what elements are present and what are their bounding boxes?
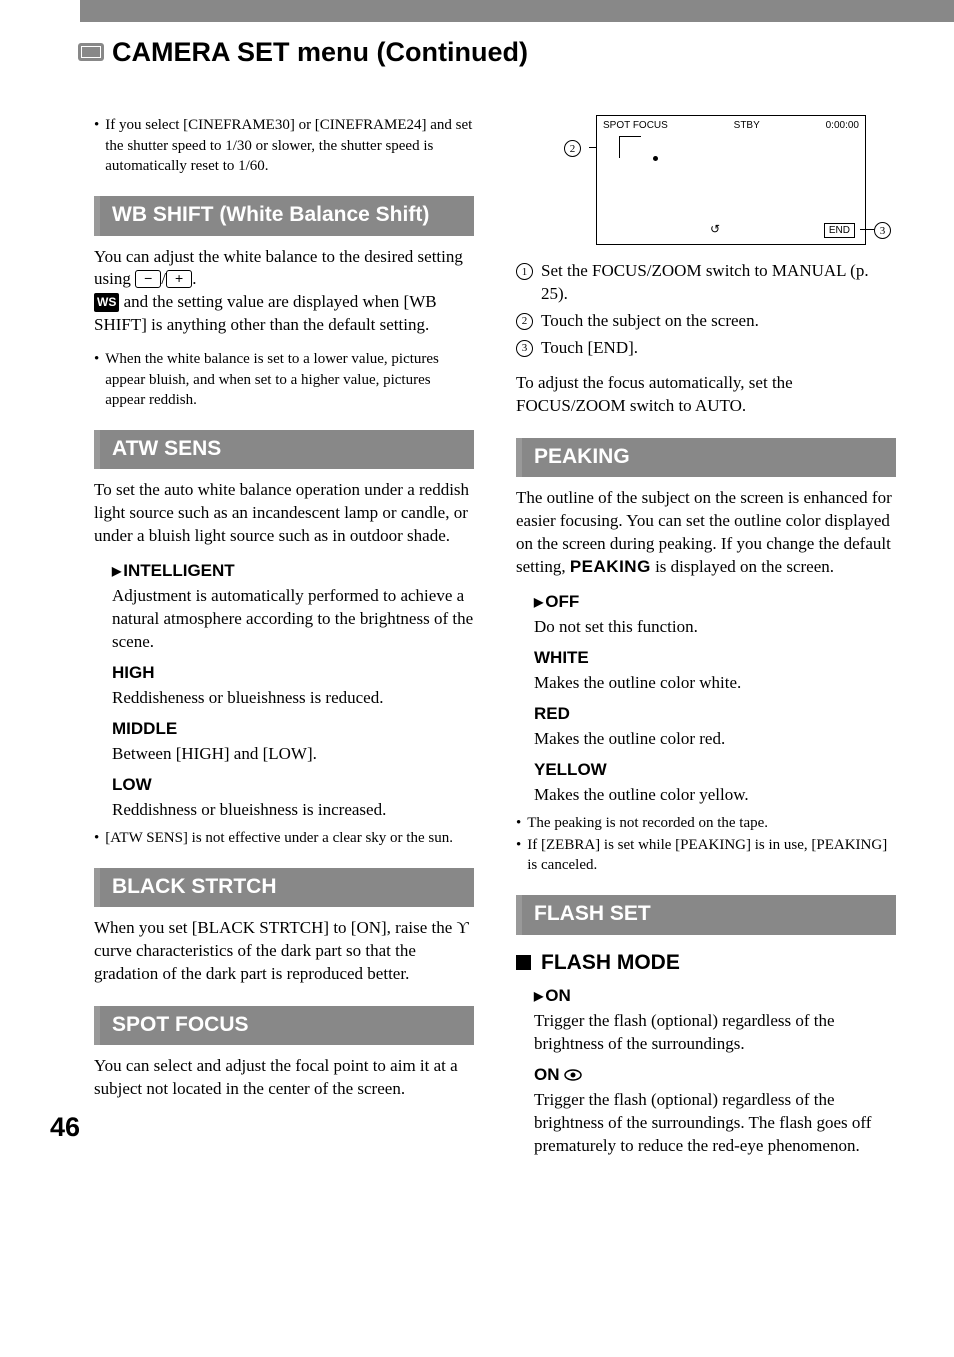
section-flash-set: FLASH SET [516, 895, 896, 934]
wb-shift-note: • When the white balance is set to a low… [94, 349, 474, 410]
opt-low: LOW [112, 774, 474, 797]
section-black-strtch: BLACK STRTCH [94, 868, 474, 907]
page-title-text: CAMERA SET menu (Continued) [112, 34, 528, 70]
peaking-icon: PEAKING [570, 557, 651, 576]
opt-high: HIGH [112, 662, 474, 685]
opt-red-body: Makes the outline color red. [534, 728, 896, 751]
square-bullet-icon [516, 955, 531, 970]
peaking-note-2: •If [ZEBRA] is set while [PEAKING] is in… [516, 835, 896, 876]
atw-note: • [ATW SENS] is not effective under a cl… [94, 828, 474, 848]
page-number: 46 [50, 1109, 80, 1145]
lcd-mode: SPOT FOCUS [603, 119, 668, 133]
spot-focus-diagram: 2 SPOT FOCUS STBY 0:00:00 ↺ END 3 [556, 115, 866, 245]
ws-icon: WS [94, 293, 119, 311]
section-spot-focus: SPOT FOCUS [94, 1006, 474, 1045]
flash-mode-head: FLASH MODE [516, 949, 896, 977]
opt-high-body: Reddisheness or blueishness is reduced. [112, 687, 474, 710]
opt-low-body: Reddishness or blueishness is increased. [112, 799, 474, 822]
return-icon: ↺ [710, 221, 720, 237]
peaking-note-1: •The peaking is not recorded on the tape… [516, 813, 896, 833]
section-atw-sens: ATW SENS [94, 430, 474, 469]
lcd-screen: SPOT FOCUS STBY 0:00:00 ↺ END 3 [596, 115, 866, 245]
spot-focus-steps: 1Set the FOCUS/ZOOM switch to MANUAL (p.… [516, 260, 896, 360]
opt-intelligent-body: Adjustment is automatically performed to… [112, 585, 474, 654]
left-column: • If you select [CINEFRAME30] or [CINEFR… [94, 115, 474, 1163]
section-peaking: PEAKING [516, 438, 896, 477]
opt-middle-body: Between [HIGH] and [LOW]. [112, 743, 474, 766]
step-3: 3Touch [END]. [516, 337, 896, 360]
focus-frame-icon [619, 136, 641, 158]
intro-note: • If you select [CINEFRAME30] or [CINEFR… [94, 115, 474, 176]
camera-set-icon [78, 43, 104, 61]
opt-flash-on-body: Trigger the flash (optional) regardless … [534, 1010, 896, 1056]
spot-focus-body: You can select and adjust the focal poin… [94, 1055, 474, 1101]
opt-intelligent: ▶INTELLIGENT [112, 560, 474, 583]
wb-shift-para: You can adjust the white balance to the … [94, 246, 474, 338]
opt-red: RED [534, 703, 896, 726]
opt-flash-on-redeye-body: Trigger the flash (optional) regardless … [534, 1089, 896, 1158]
step-1: 1Set the FOCUS/ZOOM switch to MANUAL (p.… [516, 260, 896, 306]
lcd-stby: STBY [734, 119, 760, 133]
opt-yellow: YELLOW [534, 759, 896, 782]
opt-flash-on-redeye: ON [534, 1064, 896, 1087]
header-bar [80, 0, 954, 22]
black-strtch-body: When you set [BLACK STRTCH] to [ON], rai… [94, 917, 474, 986]
right-column: 2 SPOT FOCUS STBY 0:00:00 ↺ END 3 1Set t… [516, 115, 896, 1163]
callout-3: 3 [860, 219, 899, 239]
opt-white-body: Makes the outline color white. [534, 672, 896, 695]
redeye-icon [564, 1068, 582, 1082]
section-wb-shift: WB SHIFT (White Balance Shift) [94, 196, 474, 235]
opt-off: ▶OFF [534, 591, 896, 614]
atw-intro: To set the auto white balance operation … [94, 479, 474, 548]
minus-button-icon: − [135, 270, 161, 287]
peaking-intro: The outline of the subject on the screen… [516, 487, 896, 579]
step-2: 2Touch the subject on the screen. [516, 310, 896, 333]
plus-button-icon: + [166, 270, 192, 287]
end-button: END [824, 223, 855, 239]
spot-focus-auto-note: To adjust the focus automatically, set t… [516, 372, 896, 418]
focus-dot-icon [653, 156, 658, 161]
lcd-status-bar: SPOT FOCUS STBY 0:00:00 [597, 116, 865, 136]
opt-flash-on: ▶ON [534, 985, 896, 1008]
opt-yellow-body: Makes the outline color yellow. [534, 784, 896, 807]
page-title: CAMERA SET menu (Continued) [78, 34, 954, 70]
opt-off-body: Do not set this function. [534, 616, 896, 639]
opt-white: WHITE [534, 647, 896, 670]
lcd-time: 0:00:00 [826, 119, 859, 133]
opt-middle: MIDDLE [112, 718, 474, 741]
